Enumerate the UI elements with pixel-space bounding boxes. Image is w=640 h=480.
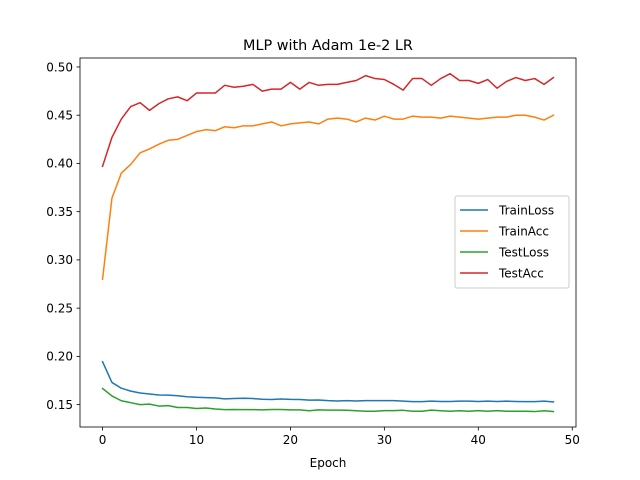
series-line-testacc [101,72,555,168]
legend: TrainLoss TrainAcc TestLoss TestAcc [454,195,570,289]
x-tick-label: 0 [99,433,107,447]
y-tick-label: 0.50 [46,60,73,74]
axes: 0 10 20 30 40 50 0.15 0.20 0.25 0.30 0.35 0.40 0.45 0… [46,57,580,447]
x-tick-label: 40 [471,433,486,447]
x-tick-label: 10 [189,433,204,447]
legend-label-testacc: TestAcc [498,266,544,280]
y-tick-label: 0.35 [46,205,73,219]
axes-frame [79,57,577,428]
y-tick-label: 0.15 [46,398,73,412]
x-tick-label: 30 [377,433,392,447]
series-line-testloss [101,387,555,413]
legend-label-trainacc: TrainAcc [498,224,549,238]
y-tick-label: 0.40 [46,157,73,171]
y-tick-label: 0.20 [46,350,73,364]
y-tick-label: 0.25 [46,301,73,315]
x-tick-label: 20 [283,433,298,447]
chart-title: MLP with Adam 1e-2 LR [243,38,413,54]
y-tick-label: 0.45 [46,109,73,123]
series-line-trainacc [101,114,555,281]
legend-label-testloss: TestLoss [498,245,549,259]
legend-box [454,195,570,289]
series-line-trainloss [101,360,555,403]
legend-label-trainloss: TrainLoss [498,203,554,217]
y-tick-label: 0.30 [46,253,73,267]
x-axis-label: Epoch [310,456,347,470]
x-tick-label: 50 [565,433,580,447]
plot-area [101,72,555,413]
